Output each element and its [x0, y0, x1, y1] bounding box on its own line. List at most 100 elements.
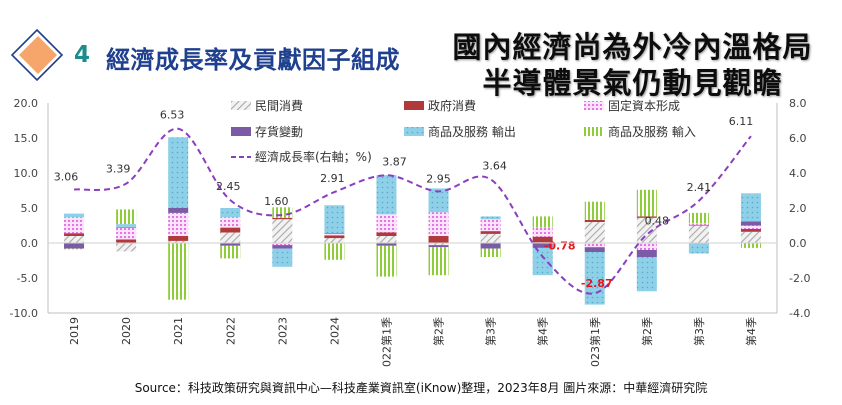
y-right-tick-label: 2.0: [789, 202, 807, 215]
bar-segment-fixed-capital: [64, 217, 85, 234]
bar-segment-inventory: [376, 243, 397, 246]
bar-segment-private-consumption: [688, 225, 709, 243]
bar-segment-fixed-capital: [376, 214, 397, 233]
bar-segment-private-consumption: [116, 243, 137, 252]
x-category-label: 022第1季: [379, 317, 393, 367]
bar-segment-government-consumption: [376, 232, 397, 236]
legend-swatch-private-consumption: [231, 101, 251, 110]
y-right-tick-label: 8.0: [789, 97, 807, 110]
bar-segment-exports: [272, 248, 293, 267]
bar-segment-private-consumption: [740, 231, 761, 243]
axes: 20.0 15.0 10.0 5.0 0.0 -5.0 -10.0 8.0 6.0 4.0 2.0 0…: [10, 97, 811, 367]
section-number: 4: [74, 42, 91, 68]
bar-segment-government-consumption: [324, 235, 345, 239]
y-right-tick-label: -2.0: [789, 272, 810, 285]
bar-segment-exports: [688, 243, 709, 254]
bar-segment-inventory: [428, 245, 449, 248]
bar-segment-imports: [272, 207, 293, 218]
bar-segment-imports: [636, 189, 657, 217]
bar-segment-inventory: [584, 247, 605, 253]
legend-label-inventory: 存貨變動: [255, 124, 303, 139]
x-category-label: 第2季: [640, 317, 654, 346]
bar-segment-imports: [168, 243, 189, 300]
legend-label-private-consumption: 民間消費: [255, 98, 303, 113]
y-left-tick-label: -10.0: [10, 307, 38, 320]
legend-swatch-exports: [404, 127, 424, 136]
y-left-tick-label: 5.0: [21, 202, 39, 215]
x-category-label: 2022: [224, 317, 237, 345]
x-category-label: 第2季: [432, 317, 446, 346]
bar-segment-exports: [636, 257, 657, 292]
y-left-tick-label: 20.0: [14, 97, 39, 110]
bar-segment-private-consumption: [168, 240, 189, 243]
bar-segment-imports: [688, 212, 709, 224]
bar-segment-imports: [480, 248, 501, 257]
bar-segment-exports: [740, 193, 761, 222]
source-note: Source：科技政策研究與資訊中心—科技產業資訊室(iKnow)整理，2023…: [134, 381, 708, 395]
section-title: 經濟成長率及貢獻因子組成: [106, 46, 400, 74]
x-category-label: 2019: [68, 317, 81, 345]
bar-segment-government-consumption: [272, 217, 293, 220]
bar-segment-private-consumption: [428, 243, 449, 246]
growth-data-label: 3.39: [106, 163, 131, 176]
bar-segment-fixed-capital: [636, 243, 657, 250]
legend-swatch-fixed-capital: [584, 101, 604, 110]
y-left-tick-label: -5.0: [17, 272, 38, 285]
bar-segment-imports: [324, 243, 345, 260]
bar-segment-fixed-capital: [220, 217, 241, 228]
legend-label-fixed-capital: 固定資本形成: [608, 98, 680, 113]
growth-rate-line: [73, 127, 752, 295]
legend-label-government-consumption: 政府消費: [428, 98, 476, 113]
bar-segment-fixed-capital: [688, 223, 709, 225]
growth-data-label: 3.64: [482, 159, 507, 172]
legend-swatch-inventory: [231, 127, 251, 136]
growth-data-label: -2.87: [581, 277, 613, 290]
x-category-label: 023第1季: [588, 317, 602, 367]
growth-data-label: 2.91: [320, 172, 345, 185]
bar-segment-fixed-capital: [324, 233, 345, 236]
bar-segment-fixed-capital: [272, 243, 293, 246]
y-right-tick-label: -4.0: [789, 307, 810, 320]
y-left-tick-label: 10.0: [14, 167, 39, 180]
bar-segment-government-consumption: [220, 227, 241, 233]
bar-segment-private-consumption: [220, 232, 241, 243]
bar-segment-private-consumption: [272, 219, 293, 243]
bar-segment-fixed-capital: [740, 225, 761, 229]
bar-segment-exports: [220, 208, 241, 218]
bar-segment-private-consumption: [64, 236, 85, 243]
bar-segment-government-consumption: [636, 216, 657, 218]
legend-label-exports: 商品及服務 輸出: [428, 124, 516, 139]
bar-segment-private-consumption: [636, 217, 657, 243]
bar-segment-imports: [220, 245, 241, 259]
growth-data-label: 6.11: [729, 115, 754, 128]
bar-segment-government-consumption: [532, 236, 553, 243]
bar-segment-fixed-capital: [480, 219, 501, 232]
bar-segment-fixed-capital: [168, 212, 189, 236]
bar-segment-exports: [532, 247, 553, 276]
legend-label-imports: 商品及服務 輸入: [608, 124, 696, 139]
growth-data-label: 3.06: [54, 170, 79, 183]
x-category-label: 第3季: [692, 317, 706, 346]
growth-data-label: 3.87: [382, 155, 407, 168]
x-category-label: 2020: [120, 317, 133, 345]
y-left-tick-label: 15.0: [14, 132, 39, 145]
growth-data-label: 1.60: [264, 195, 289, 208]
legend-swatch-imports: [584, 127, 604, 136]
bar-segment-inventory: [272, 245, 293, 249]
bar-segment-inventory: [64, 243, 85, 249]
bar-segment-inventory: [116, 226, 137, 228]
bar-segment-private-consumption: [376, 236, 397, 243]
headline-line-2: 半導體景氣仍動見觀瞻: [482, 66, 783, 100]
bar-segment-fixed-capital: [428, 212, 449, 236]
bar-segment-private-consumption: [584, 222, 605, 243]
bar-segment-imports: [116, 209, 137, 225]
legend-label-growth-line: 經濟成長率(右軸；%): [255, 149, 372, 164]
bar-segment-exports: [168, 137, 189, 208]
bar-segment-private-consumption: [324, 238, 345, 243]
bar-segment-exports: [116, 224, 137, 227]
x-category-label: 2024: [328, 317, 341, 345]
diamond-logo-icon: [10, 28, 64, 82]
x-category-label: 2023: [276, 317, 289, 345]
